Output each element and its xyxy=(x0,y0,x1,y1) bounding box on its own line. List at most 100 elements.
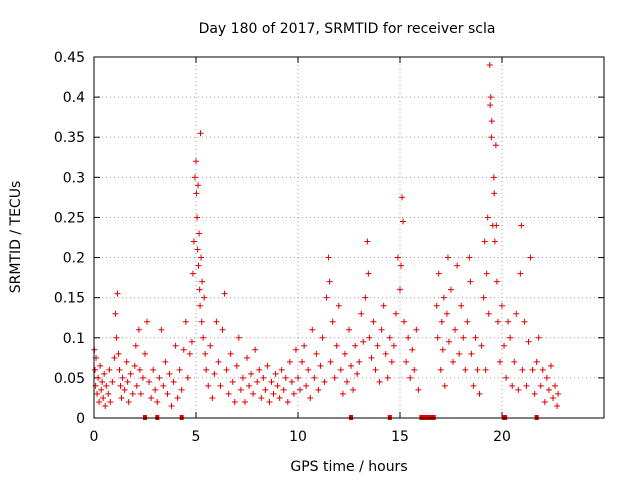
data-point xyxy=(97,362,104,369)
data-point xyxy=(415,386,422,393)
data-point xyxy=(172,342,179,349)
data-point xyxy=(515,386,522,393)
data-point xyxy=(133,382,140,389)
data-point xyxy=(513,310,520,317)
data-point xyxy=(103,382,110,389)
data-point xyxy=(146,378,153,385)
data-point xyxy=(315,386,322,393)
y-tick-label: 0.4 xyxy=(63,90,85,106)
data-point xyxy=(555,390,562,397)
data-point xyxy=(519,366,526,373)
data-point xyxy=(180,346,187,353)
data-point xyxy=(317,362,324,369)
data-point xyxy=(480,294,487,301)
data-point xyxy=(329,318,336,325)
data-point xyxy=(246,382,253,389)
data-point xyxy=(494,318,501,325)
data-point xyxy=(276,394,283,401)
data-point xyxy=(509,382,516,389)
data-point xyxy=(116,366,123,373)
data-point xyxy=(443,310,450,317)
data-point xyxy=(215,358,222,365)
data-point xyxy=(478,342,485,349)
data-point xyxy=(535,334,542,341)
data-point xyxy=(213,318,220,325)
data-point xyxy=(129,390,136,397)
data-point xyxy=(485,310,492,317)
data-point xyxy=(440,294,447,301)
data-point xyxy=(290,390,297,397)
data-point xyxy=(162,358,169,365)
data-point xyxy=(92,366,99,373)
data-point xyxy=(207,342,214,349)
data-point xyxy=(380,302,387,309)
data-point xyxy=(184,374,191,381)
data-point xyxy=(366,334,373,341)
data-point xyxy=(190,238,197,245)
data-point xyxy=(254,378,261,385)
data-point xyxy=(272,370,279,377)
data-point xyxy=(113,334,120,341)
data-point xyxy=(481,238,488,245)
data-point xyxy=(488,134,495,141)
data-point xyxy=(321,378,328,385)
data-point xyxy=(448,286,454,293)
data-point xyxy=(335,302,342,309)
data-point xyxy=(343,378,350,385)
data-point xyxy=(142,350,148,357)
data-point xyxy=(392,310,399,317)
data-point xyxy=(229,378,236,385)
y-tick-label: 0.45 xyxy=(54,50,85,66)
data-point xyxy=(358,310,365,317)
data-point xyxy=(107,398,114,405)
data-point xyxy=(136,366,143,373)
data-point xyxy=(529,366,536,373)
data-point xyxy=(137,390,144,397)
axis-ticks: 0 0.05 0.1 0.15 0.2 0.25 0.3 0.35 0.4 0.45 0 5 10 15 2… xyxy=(54,50,604,445)
data-point xyxy=(346,326,352,333)
data-point xyxy=(231,398,238,405)
data-point xyxy=(460,334,467,341)
data-point xyxy=(492,142,499,149)
data-point xyxy=(95,374,102,381)
data-point xyxy=(239,374,246,381)
data-point xyxy=(541,398,548,405)
data-point xyxy=(158,326,165,333)
data-point xyxy=(168,402,175,409)
data-point xyxy=(201,294,208,301)
data-point xyxy=(154,398,161,405)
data-point xyxy=(374,342,381,349)
data-point xyxy=(252,346,259,353)
data-point xyxy=(409,346,416,353)
data-point xyxy=(301,342,308,349)
data-point xyxy=(537,382,544,389)
data-point xyxy=(354,370,361,377)
data-point xyxy=(547,362,554,369)
data-point xyxy=(189,270,196,277)
data-point xyxy=(266,398,273,405)
data-point xyxy=(106,366,113,373)
data-point xyxy=(527,254,534,261)
data-point xyxy=(434,334,441,341)
data-point xyxy=(144,318,151,325)
data-point xyxy=(384,374,391,381)
data-point xyxy=(462,366,469,373)
data-point xyxy=(197,130,204,137)
data-point xyxy=(280,386,287,393)
data-point xyxy=(309,326,316,333)
data-point xyxy=(152,386,159,393)
x-tick-label: 5 xyxy=(192,429,201,445)
data-point xyxy=(394,254,401,261)
data-point xyxy=(156,374,163,381)
data-point xyxy=(499,302,505,309)
data-point xyxy=(109,378,116,385)
data-point xyxy=(405,334,412,341)
data-point xyxy=(164,390,171,397)
data-point xyxy=(188,338,195,345)
data-point xyxy=(284,398,291,405)
data-point xyxy=(99,378,106,385)
data-point xyxy=(444,254,451,261)
data-point xyxy=(339,390,346,397)
data-point xyxy=(198,318,205,325)
data-point xyxy=(182,318,189,325)
